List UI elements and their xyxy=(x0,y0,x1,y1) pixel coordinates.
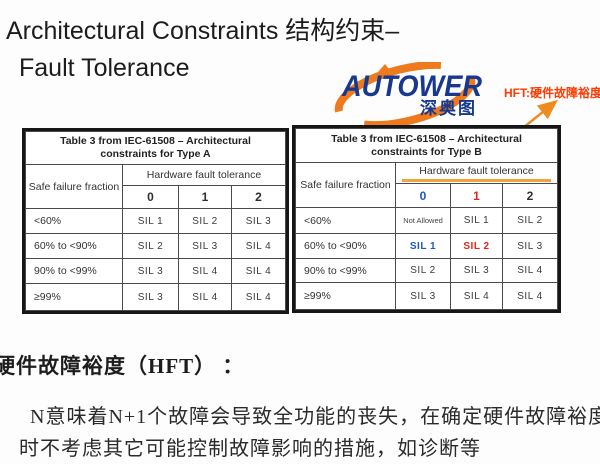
table-b-r0-c2: SIL 2 xyxy=(502,207,558,234)
table-b-r1-c2: SIL 3 xyxy=(502,233,558,259)
table-a-colgroup-header: Hardware fault tolerance xyxy=(122,164,286,186)
table-b-r2-c1: SIL 3 xyxy=(450,258,503,283)
table-a-r0-sff: <60% xyxy=(25,208,123,234)
table-row: <60% SIL 1 SIL 2 SIL 3 xyxy=(25,208,286,234)
notes-body-line2: 时不考虑其它可能控制故障影响的措施，如诊断等 xyxy=(19,438,481,460)
table-b-r2-c2: SIL 4 xyxy=(502,258,558,283)
table-a-title: Table 3 from IEC-61508 – Architectural c… xyxy=(25,131,286,165)
table-b-r3-c1: SIL 4 xyxy=(450,282,503,310)
table-b-r0-c1: SIL 1 xyxy=(450,207,503,234)
table-a-r3-c1: SIL 4 xyxy=(178,283,232,311)
table-row: ≥99% SIL 3 SIL 4 SIL 4 xyxy=(25,283,286,311)
table-b-r2-sff: 90% to <99% xyxy=(295,258,396,283)
table-b-title: Table 3 from IEC-61508 – Architectural c… xyxy=(295,128,558,163)
table-type-a-grid: Table 3 from IEC-61508 – Architectural c… xyxy=(25,131,286,311)
table-b-title-line1: Table 3 from IEC-61508 – Architectural xyxy=(331,132,522,145)
table-a-r1-c1: SIL 3 xyxy=(178,233,232,259)
table-a-r3-c2: SIL 4 xyxy=(231,283,286,311)
table-row: 90% to <99% SIL 2 SIL 3 SIL 4 xyxy=(295,258,558,283)
page-title-line2: Fault Tolerance xyxy=(19,54,190,82)
table-a-title-line1: Table 3 from IEC-61508 – Architectural xyxy=(60,135,251,147)
table-b-r1-c0: SIL 1 xyxy=(395,233,451,259)
table-row: <60% Not Allowed SIL 1 SIL 2 xyxy=(295,207,558,234)
table-row: 90% to <99% SIL 3 SIL 4 SIL 4 xyxy=(25,258,286,284)
table-b-r3-c2: SIL 4 xyxy=(502,282,558,310)
table-a-r2-c0: SIL 3 xyxy=(122,258,179,284)
logo-accent-icon xyxy=(378,64,389,72)
table-row: ≥99% SIL 3 SIL 4 SIL 4 xyxy=(295,282,558,310)
page-title-line1: Architectural Constraints 结构约束– xyxy=(6,17,400,45)
table-b-r3-c0: SIL 3 xyxy=(395,282,451,310)
table-b-col-1: 1 xyxy=(450,183,503,208)
table-a-col-2: 2 xyxy=(231,185,286,209)
logo-brand-text: AUTOWER xyxy=(341,70,482,103)
table-b-colgroup-header: Hardware fault tolerance xyxy=(395,162,558,184)
table-b-row-header: Safe failure fraction xyxy=(295,162,396,208)
table-b-title-line2: constraints for Type B xyxy=(371,145,482,158)
autower-logo: AUTOWER 深奥图 xyxy=(334,62,482,130)
table-a-r1-c0: SIL 2 xyxy=(122,233,179,259)
table-a-row-header: Safe failure fraction xyxy=(25,164,123,209)
table-b-r3-sff: ≥99% xyxy=(295,282,396,310)
table-a-r3-sff: ≥99% xyxy=(25,283,123,311)
table-a-r0-c2: SIL 3 xyxy=(231,208,286,234)
table-a-title-line2: constraints for Type A xyxy=(100,148,211,160)
table-b-r0-sff: <60% xyxy=(295,207,396,234)
logo-subtext: 深奥图 xyxy=(420,98,477,118)
table-b-col-0: 0 xyxy=(395,183,451,208)
table-a-r0-c1: SIL 2 xyxy=(178,208,232,234)
hft-annotation: HFT:硬件故障裕度 xyxy=(504,86,600,100)
page-title: Architectural Constraints 结构约束– Fault To… xyxy=(6,13,399,87)
table-a-r1-c2: SIL 4 xyxy=(231,233,286,259)
table-b-col-2: 2 xyxy=(502,183,558,208)
table-b-r1-c1: SIL 2 xyxy=(450,233,503,259)
table-type-b: Table 3 from IEC-61508 – Architectural c… xyxy=(292,125,561,313)
notes-body-line1: N意味着N+1个故障会导致全功能的丧失，在确定硬件故障裕度 xyxy=(30,406,600,428)
table-a-r0-c0: SIL 1 xyxy=(122,208,179,234)
table-a-col-0: 0 xyxy=(122,185,179,209)
notes-heading: 硬件故障裕度（HFT） ： xyxy=(0,354,245,378)
table-a-r3-c0: SIL 3 xyxy=(122,283,179,311)
table-b-r2-c0: SIL 2 xyxy=(395,258,451,283)
table-row: 60% to <90% SIL 1 SIL 2 SIL 3 xyxy=(295,233,558,259)
table-type-a: Table 3 from IEC-61508 – Architectural c… xyxy=(22,128,289,314)
table-a-col-1: 1 xyxy=(178,185,232,209)
table-type-b-grid: Table 3 from IEC-61508 – Architectural c… xyxy=(295,128,558,310)
table-row: 60% to <90% SIL 2 SIL 3 SIL 4 xyxy=(25,233,286,259)
table-a-r2-c2: SIL 4 xyxy=(231,258,286,284)
hft-underlined-label: Hardware fault tolerance xyxy=(402,165,551,182)
table-a-r1-sff: 60% to <90% xyxy=(25,233,123,259)
table-b-r1-sff: 60% to <90% xyxy=(295,233,396,259)
table-a-r2-c1: SIL 4 xyxy=(178,258,232,284)
table-b-r0-c0: Not Allowed xyxy=(395,207,451,234)
table-a-r2-sff: 90% to <99% xyxy=(25,258,123,284)
